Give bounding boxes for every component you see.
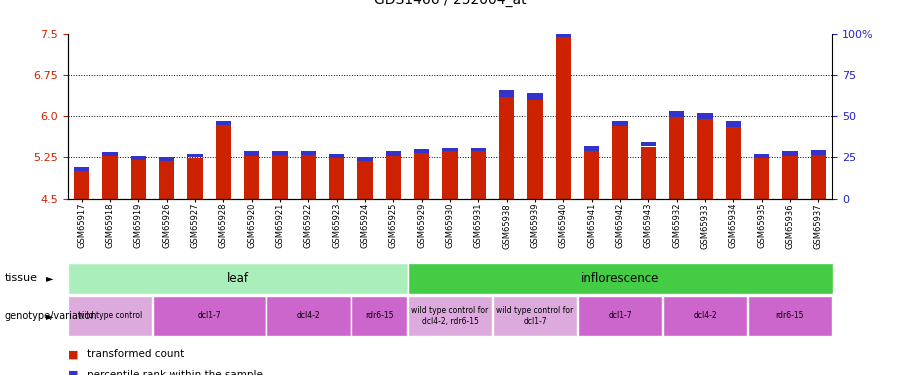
Text: dcl1-7: dcl1-7 bbox=[197, 311, 221, 320]
Bar bbox=[555, 29, 572, 36]
Text: GDS1466 / 252004_at: GDS1466 / 252004_at bbox=[374, 0, 526, 8]
Bar bbox=[68, 296, 152, 336]
Bar bbox=[244, 156, 259, 199]
Bar bbox=[385, 151, 401, 156]
Text: wild type control for
dcl4-2, rdr6-15: wild type control for dcl4-2, rdr6-15 bbox=[411, 306, 489, 326]
Bar bbox=[811, 150, 826, 155]
Bar bbox=[351, 296, 407, 336]
Bar bbox=[641, 141, 656, 147]
Bar bbox=[471, 148, 486, 152]
Bar bbox=[187, 154, 202, 158]
Bar bbox=[130, 160, 146, 199]
Bar bbox=[754, 158, 770, 199]
Text: inflorescence: inflorescence bbox=[580, 272, 659, 285]
Bar bbox=[555, 36, 572, 199]
Bar bbox=[493, 296, 577, 336]
Bar bbox=[499, 90, 515, 97]
Bar bbox=[328, 158, 345, 199]
Bar bbox=[471, 152, 486, 199]
Bar bbox=[153, 296, 266, 336]
Bar bbox=[578, 296, 662, 336]
Bar bbox=[408, 296, 492, 336]
Text: percentile rank within the sample: percentile rank within the sample bbox=[87, 370, 263, 375]
Bar bbox=[68, 262, 408, 294]
Bar bbox=[442, 148, 458, 152]
Bar bbox=[669, 111, 685, 117]
Text: ►: ► bbox=[46, 311, 53, 321]
Text: leaf: leaf bbox=[227, 272, 248, 285]
Text: wild type control: wild type control bbox=[78, 311, 142, 320]
Bar bbox=[103, 156, 118, 199]
Bar bbox=[527, 100, 543, 199]
Bar bbox=[748, 296, 832, 336]
Text: rdr6-15: rdr6-15 bbox=[364, 311, 393, 320]
Bar bbox=[811, 155, 826, 199]
Text: ■: ■ bbox=[68, 350, 78, 359]
Bar bbox=[669, 117, 685, 199]
Text: tissue: tissue bbox=[4, 273, 38, 284]
Bar bbox=[754, 154, 770, 158]
Bar bbox=[612, 126, 628, 199]
Bar bbox=[130, 156, 146, 160]
Text: transformed count: transformed count bbox=[87, 350, 184, 359]
Bar bbox=[357, 157, 373, 161]
Bar bbox=[187, 158, 202, 199]
Bar bbox=[266, 296, 351, 336]
Bar bbox=[698, 119, 713, 199]
Bar bbox=[662, 296, 747, 336]
Bar bbox=[612, 121, 628, 126]
Bar bbox=[301, 152, 316, 155]
Bar bbox=[499, 97, 515, 199]
Text: wild type control for
dcl1-7: wild type control for dcl1-7 bbox=[497, 306, 573, 326]
Bar bbox=[527, 93, 543, 100]
Bar bbox=[725, 127, 741, 199]
Bar bbox=[698, 113, 713, 119]
Bar bbox=[74, 167, 89, 171]
Bar bbox=[272, 155, 288, 199]
Bar bbox=[159, 157, 175, 161]
Bar bbox=[408, 262, 832, 294]
Bar bbox=[215, 124, 231, 199]
Bar bbox=[74, 171, 89, 199]
Bar bbox=[414, 153, 429, 199]
Bar bbox=[103, 152, 118, 156]
Bar bbox=[328, 154, 345, 158]
Text: ■: ■ bbox=[68, 370, 78, 375]
Bar bbox=[357, 161, 373, 199]
Bar bbox=[272, 151, 288, 155]
Bar bbox=[414, 149, 429, 153]
Bar bbox=[159, 161, 175, 199]
Text: dcl4-2: dcl4-2 bbox=[693, 311, 716, 320]
Text: genotype/variation: genotype/variation bbox=[4, 311, 97, 321]
Bar bbox=[584, 146, 599, 151]
Text: ►: ► bbox=[46, 273, 53, 284]
Bar bbox=[782, 151, 797, 156]
Text: dcl4-2: dcl4-2 bbox=[296, 311, 320, 320]
Bar bbox=[584, 151, 599, 199]
Bar bbox=[385, 156, 401, 199]
Text: rdr6-15: rdr6-15 bbox=[776, 311, 805, 320]
Bar bbox=[782, 156, 797, 199]
Bar bbox=[215, 121, 231, 124]
Bar bbox=[244, 151, 259, 156]
Bar bbox=[442, 152, 458, 199]
Bar bbox=[641, 147, 656, 199]
Bar bbox=[725, 121, 741, 127]
Text: dcl1-7: dcl1-7 bbox=[608, 311, 632, 320]
Bar bbox=[301, 155, 316, 199]
